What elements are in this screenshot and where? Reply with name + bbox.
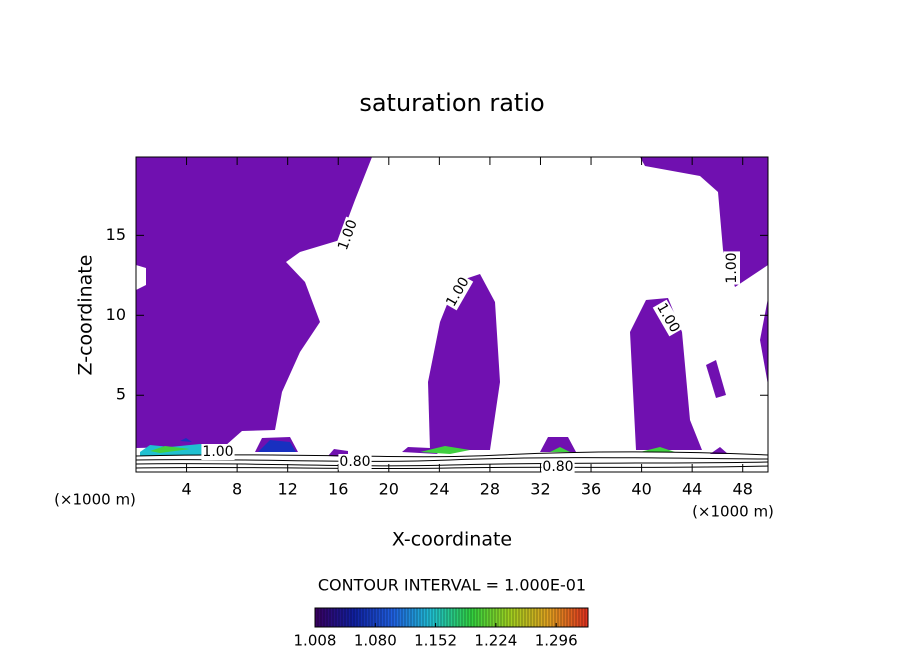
white-notch [136,265,146,290]
x-unit-label: (×1000 m) [54,491,136,509]
contour-label: 1.00 [724,252,740,283]
colorbar [314,607,589,628]
contour-label-bg [652,299,684,337]
region [428,274,500,450]
contour-label: 0.80 [542,459,573,475]
y-tick-label: 10 [106,305,126,324]
contour-label-bg [724,251,740,285]
contour-interval: CONTOUR INTERVAL = 1.000E-01 [318,576,586,595]
region [630,298,702,450]
contour-label-bg [442,273,474,311]
x-unit-label: (×1000 m) [692,503,774,521]
x-tick-label: 40 [631,480,651,499]
contour-label-bg [541,459,575,475]
region [706,360,726,398]
y-tick-label: 15 [106,225,126,244]
colorbar-tick-label: 1.152 [414,632,457,650]
plot-frame [135,156,769,473]
colorbar-tick-label: 1.296 [535,632,578,650]
x-tick-label: 28 [480,480,500,499]
x-axis-label: X-coordinate [392,529,512,551]
contour-label: 0.80 [339,454,370,470]
x-tick-label: 4 [181,480,191,499]
contour-label-bg [338,454,372,470]
contour-label-bg [201,444,235,460]
x-tick-label: 48 [733,480,753,499]
x-tick-label: 12 [278,480,298,499]
x-tick-label: 44 [682,480,702,499]
colorbar-tick-label: 1.080 [354,632,397,650]
patch [180,438,296,452]
colorbar-tick-label: 1.224 [474,632,517,650]
x-tick-label: 20 [379,480,399,499]
contour-label-bg [334,216,362,254]
region [136,157,372,448]
region [640,157,768,287]
x-tick-label: 8 [232,480,242,499]
x-tick-label: 24 [429,480,449,499]
filled-regions [136,157,768,457]
y-tick-label: 5 [116,385,126,404]
x-tick-label: 16 [328,480,348,499]
y-axis-label: Z-coordinate [75,255,97,376]
x-tick-label: 32 [530,480,550,499]
contour-lines [135,451,769,470]
x-tick-label: 36 [581,480,601,499]
chart-title: saturation ratio [359,89,544,117]
contour-label: 1.00 [202,444,233,460]
colorbar-tick-label: 1.008 [294,632,337,650]
region [760,298,768,385]
